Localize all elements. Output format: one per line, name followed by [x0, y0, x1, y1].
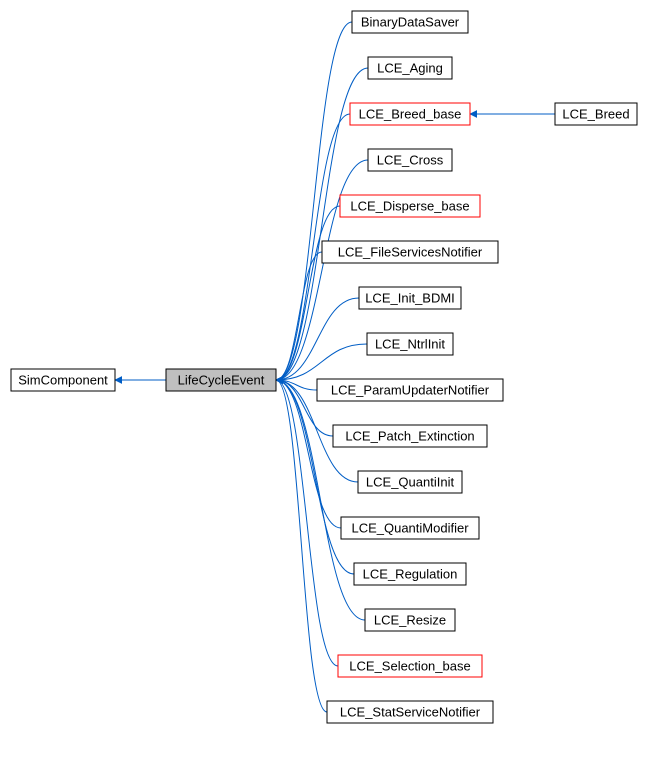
class-node-label: SimComponent	[18, 372, 108, 387]
class-node-label: LCE_NtrlInit	[375, 336, 445, 351]
class-node-label: LCE_Disperse_base	[350, 198, 469, 213]
class-node-label: LCE_Resize	[374, 612, 446, 627]
class-node-label: LCE_QuantiInit	[366, 474, 455, 489]
class-node[interactable]: SimComponent	[11, 369, 115, 391]
class-node[interactable]: BinaryDataSaver	[352, 11, 468, 33]
class-node[interactable]: LCE_Patch_Extinction	[333, 425, 487, 447]
class-node[interactable]: LCE_Breed_base	[350, 103, 470, 125]
class-node-label: LCE_QuantiModifier	[351, 520, 469, 535]
edge	[276, 380, 341, 528]
class-node-label: LCE_Init_BDMI	[365, 290, 455, 305]
class-node-label: LCE_Cross	[377, 152, 444, 167]
class-node[interactable]: LCE_Aging	[368, 57, 452, 79]
class-node[interactable]: LCE_Cross	[368, 149, 452, 171]
class-node-label: LCE_Patch_Extinction	[345, 428, 474, 443]
class-node[interactable]: LCE_NtrlInit	[367, 333, 453, 355]
inheritance-diagram: SimComponent LifeCycleEvent BinaryDataSave…	[0, 0, 648, 776]
class-node-label: LCE_FileServicesNotifier	[338, 244, 483, 259]
class-node[interactable]: LCE_QuantiModifier	[341, 517, 479, 539]
class-node[interactable]: LCE_Disperse_base	[340, 195, 480, 217]
class-node-label: LCE_ParamUpdaterNotifier	[331, 382, 490, 397]
class-node[interactable]: LCE_FileServicesNotifier	[322, 241, 498, 263]
class-node-label: LifeCycleEvent	[178, 372, 265, 387]
class-node[interactable]: LCE_QuantiInit	[358, 471, 462, 493]
class-node-label: LCE_Breed_base	[359, 106, 462, 121]
edge	[276, 380, 338, 666]
class-node-label: LCE_StatServiceNotifier	[340, 704, 481, 719]
class-node[interactable]: LCE_ParamUpdaterNotifier	[317, 379, 503, 401]
class-node[interactable]: LCE_StatServiceNotifier	[327, 701, 493, 723]
edges-group	[115, 22, 555, 712]
class-node-label: LCE_Aging	[377, 60, 443, 75]
edge	[276, 380, 327, 712]
class-node-label: LCE_Breed	[562, 106, 629, 121]
class-node[interactable]: LCE_Init_BDMI	[359, 287, 461, 309]
class-node[interactable]: LCE_Selection_base	[338, 655, 482, 677]
class-node[interactable]: LifeCycleEvent	[166, 369, 276, 391]
class-node[interactable]: LCE_Resize	[365, 609, 455, 631]
class-node[interactable]: LCE_Regulation	[354, 563, 466, 585]
class-node-label: LCE_Regulation	[363, 566, 458, 581]
class-node-label: LCE_Selection_base	[349, 658, 470, 673]
class-node[interactable]: LCE_Breed	[555, 103, 637, 125]
edge	[276, 160, 368, 380]
class-node-label: BinaryDataSaver	[361, 14, 460, 29]
